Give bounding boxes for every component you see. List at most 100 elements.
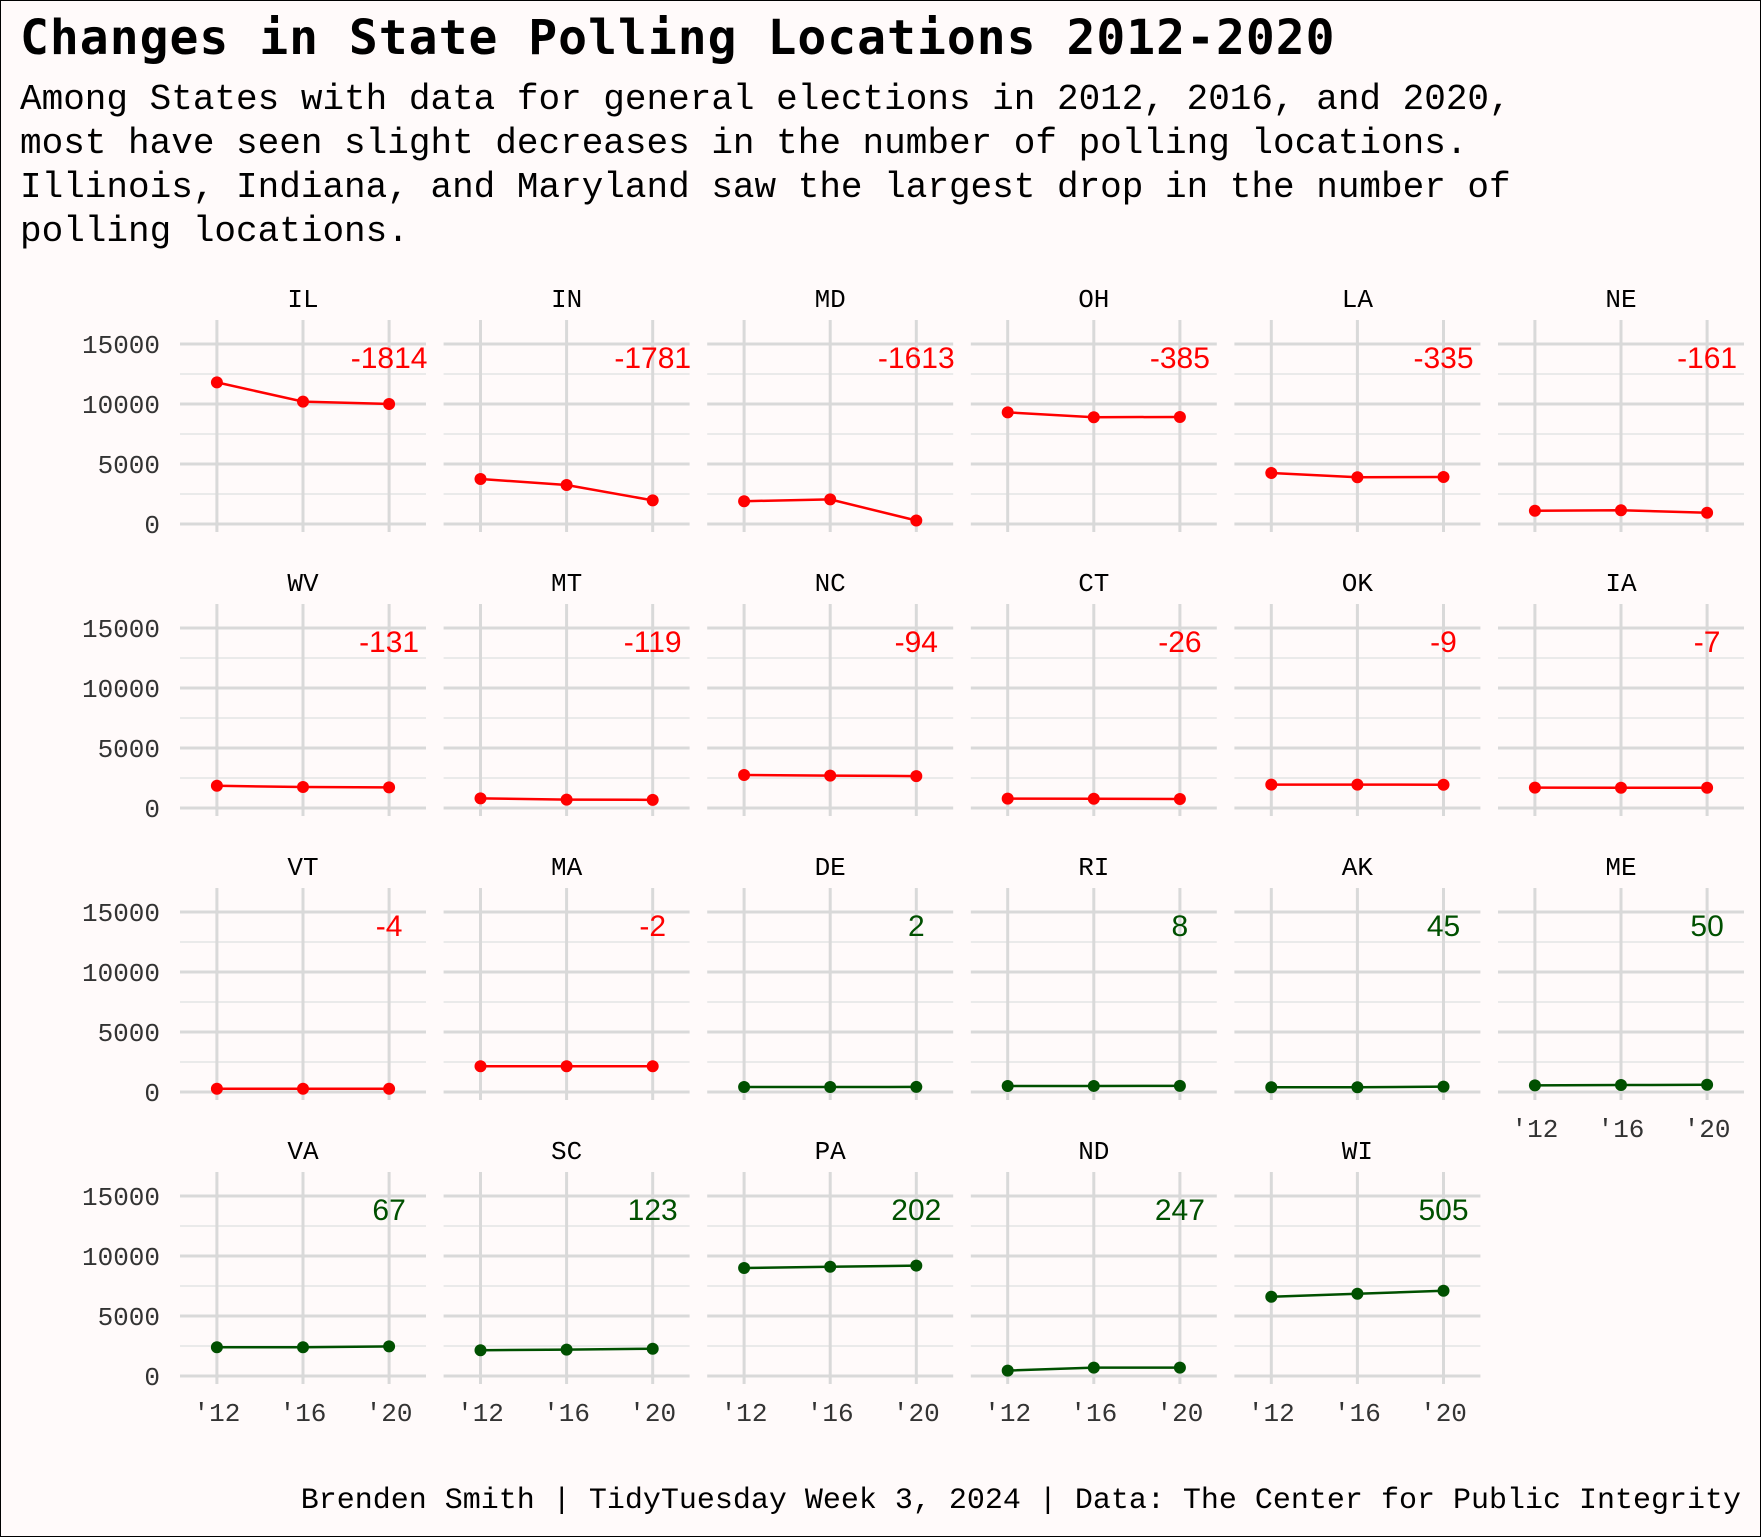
data-point <box>1351 471 1364 484</box>
data-point <box>383 1340 396 1353</box>
data-point <box>1265 1081 1278 1094</box>
panel-title: DE <box>815 853 846 883</box>
data-point <box>1087 1079 1100 1092</box>
change-label: -1781 <box>614 342 691 375</box>
data-point <box>824 1080 837 1093</box>
x-tick-label: '12 <box>984 1399 1031 1429</box>
y-tick-label: 0 <box>144 1079 160 1109</box>
x-tick-label: '12 <box>1511 1115 1558 1145</box>
change-label: -7 <box>1694 626 1721 659</box>
data-point <box>1437 778 1450 791</box>
data-point <box>1437 1080 1450 1093</box>
change-label: 247 <box>1155 1194 1205 1227</box>
data-point <box>210 1082 223 1095</box>
change-label: 45 <box>1427 910 1460 943</box>
x-tick-label: '20 <box>366 1399 413 1429</box>
data-point <box>1087 1361 1100 1374</box>
data-point <box>383 1082 396 1095</box>
data-point <box>1001 1364 1014 1377</box>
change-label: -131 <box>359 626 419 659</box>
data-point <box>560 1343 573 1356</box>
data-point <box>646 1060 659 1073</box>
x-tick-label: '16 <box>807 1399 854 1429</box>
change-label: 8 <box>1172 910 1189 943</box>
y-tick-label: 15000 <box>82 899 160 929</box>
panel-nd: ND 247 '12 '16 '20 <box>970 1137 1217 1429</box>
panel-title: PA <box>815 1137 847 1167</box>
y-tick-label: 15000 <box>82 331 160 361</box>
change-label: -26 <box>1158 626 1201 659</box>
panel-mt: MT -119 <box>443 569 690 816</box>
x-tick-label: '16 <box>280 1399 327 1429</box>
panel-title: VA <box>287 1137 319 1167</box>
panel-title: MD <box>815 285 846 315</box>
data-point <box>910 1259 923 1272</box>
panel-oh: OH -385 <box>970 285 1217 532</box>
data-point <box>738 495 751 508</box>
change-label: 123 <box>628 1194 678 1227</box>
x-tick-label: '20 <box>1156 1399 1203 1429</box>
data-point <box>1265 1290 1278 1303</box>
data-point <box>910 514 923 527</box>
data-point <box>210 376 223 389</box>
panel-title: CT <box>1078 569 1109 599</box>
panel-pa: PA 202 '12 '16 '20 <box>707 1137 954 1429</box>
y-tick-label: 5000 <box>98 1019 160 1049</box>
panel-wv: WV -131 0 5000 10000 15000 <box>82 569 426 825</box>
panel-ri: RI 8 <box>970 853 1217 1100</box>
panel-title: RI <box>1078 853 1109 883</box>
data-point <box>824 769 837 782</box>
data-point <box>560 479 573 491</box>
x-tick-label: '16 <box>1070 1399 1117 1429</box>
panel-de: DE 2 <box>707 853 954 1100</box>
panel-wi: WI 505 '12 '16 '20 <box>1234 1137 1481 1429</box>
x-tick-label: '20 <box>1420 1399 1467 1429</box>
chart-subtitle: Among States with data for general elect… <box>20 79 1511 252</box>
data-point <box>1087 411 1100 424</box>
data-point <box>1437 1284 1450 1297</box>
panel-ak: AK 45 <box>1234 853 1481 1100</box>
data-point <box>474 1344 487 1357</box>
panel-title: WV <box>287 569 319 599</box>
panel-title: IL <box>287 285 318 315</box>
data-point <box>910 770 923 783</box>
x-tick-label: '12 <box>193 1399 240 1429</box>
x-tick-label: '12 <box>457 1399 504 1429</box>
panel-title: WI <box>1342 1137 1373 1167</box>
data-point <box>1173 793 1186 805</box>
data-point <box>560 1060 573 1073</box>
chart-caption: Brenden Smith | TidyTuesday Week 3, 2024… <box>300 1484 1741 1518</box>
data-point <box>1173 1361 1186 1374</box>
data-point <box>474 792 487 805</box>
y-tick-label: 15000 <box>82 1183 160 1213</box>
data-point <box>297 395 309 408</box>
panel-in: IN -1781 <box>443 285 691 532</box>
panel-title: NE <box>1605 285 1636 315</box>
change-label: -161 <box>1677 342 1737 375</box>
data-point <box>210 1341 223 1354</box>
y-tick-label: 5000 <box>98 451 160 481</box>
panel-title: SC <box>551 1137 582 1167</box>
data-point <box>1528 504 1541 517</box>
data-point <box>1265 467 1278 479</box>
y-tick-label: 10000 <box>82 959 160 989</box>
y-tick-label: 5000 <box>98 1303 160 1333</box>
y-tick-label: 10000 <box>82 1243 160 1273</box>
change-label: 50 <box>1690 910 1723 943</box>
x-tick-label: '12 <box>1248 1399 1295 1429</box>
data-point <box>474 473 487 485</box>
data-point <box>1351 778 1364 791</box>
data-point <box>1173 1079 1186 1092</box>
y-tick-label: 10000 <box>82 675 160 705</box>
data-point <box>646 793 659 806</box>
change-label: -119 <box>624 626 682 659</box>
data-point <box>738 769 751 781</box>
x-tick-label: '20 <box>1684 1115 1731 1145</box>
data-point <box>297 1082 309 1095</box>
panel-title: ME <box>1605 853 1636 883</box>
panel-title: ND <box>1078 1137 1109 1167</box>
data-point <box>474 1060 487 1073</box>
data-point <box>1087 792 1100 805</box>
data-point <box>1351 1287 1364 1300</box>
y-tick-label: 5000 <box>98 735 160 765</box>
